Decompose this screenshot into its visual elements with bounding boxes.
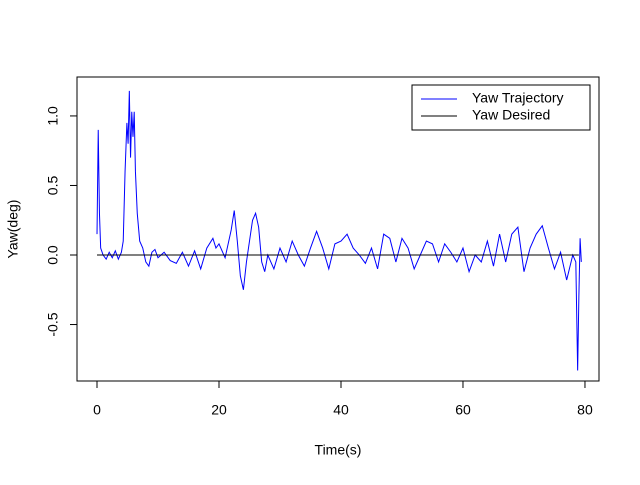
legend-label: Yaw Trajectory (472, 90, 564, 106)
x-tick-label: 80 (577, 402, 593, 418)
legend-label: Yaw Desired (472, 107, 550, 123)
series-line (96, 90, 582, 371)
x-tick-label: 0 (93, 402, 101, 418)
y-tick-label: 0.0 (45, 245, 61, 265)
x-tick-label: 40 (333, 402, 349, 418)
x-tick-label: 60 (455, 402, 471, 418)
legend-box (411, 84, 591, 131)
y-tick-label: 0.5 (45, 176, 61, 196)
y-tick-label: -0.5 (45, 312, 61, 336)
x-tick-label: 20 (211, 402, 227, 418)
y-tick-label: 1.0 (45, 106, 61, 126)
y-axis-title: Yaw(deg) (5, 200, 21, 259)
x-axis-title: Time(s) (315, 442, 362, 458)
